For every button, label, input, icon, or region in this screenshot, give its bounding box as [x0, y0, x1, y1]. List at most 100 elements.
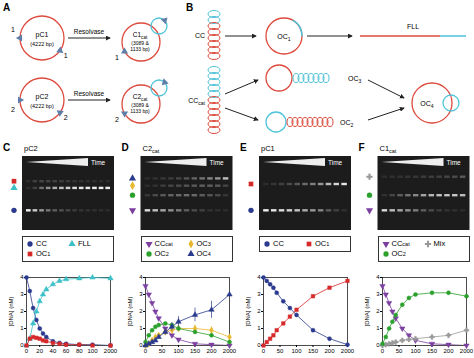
svg-text:2000: 2000: [222, 348, 236, 354]
svg-text:C1cat: C1cat: [133, 31, 148, 40]
svg-text:[DNA] (nM): [DNA] (nM): [126, 296, 132, 326]
svg-text:150: 150: [308, 348, 319, 354]
svg-text:200: 200: [443, 348, 454, 354]
svg-text:1: 1: [376, 325, 380, 331]
svg-text:0: 0: [20, 342, 24, 348]
svg-text:pC2: pC2: [36, 93, 49, 101]
svg-text:0: 0: [376, 342, 380, 348]
svg-text:Time: Time: [210, 159, 225, 166]
html-text:OC4: OC4: [196, 249, 211, 258]
svg-text:1: 1: [20, 325, 24, 331]
svg-text:Time: Time: [91, 159, 106, 166]
svg-text:200: 200: [206, 348, 217, 354]
svg-text:1133 bp): 1133 bp): [130, 108, 150, 114]
svg-text:50: 50: [158, 348, 165, 354]
svg-text:3: 3: [376, 291, 380, 297]
svg-text:50: 50: [277, 348, 284, 354]
svg-text:Resolvase: Resolvase: [74, 90, 105, 97]
svg-text:3: 3: [257, 291, 261, 297]
svg-text:(3089 &: (3089 &: [131, 40, 149, 46]
svg-text:2: 2: [139, 308, 143, 314]
svg-text:C1cat: C1cat: [380, 144, 397, 154]
svg-text:1: 1: [11, 26, 15, 33]
svg-text:150: 150: [189, 348, 200, 354]
svg-text:CCcat: CCcat: [188, 97, 205, 106]
svg-text:D: D: [122, 142, 129, 153]
svg-text:pC1: pC1: [261, 144, 275, 153]
svg-text:(4222 bp): (4222 bp): [30, 103, 54, 109]
svg-text:0: 0: [257, 342, 261, 348]
html-text:OC1: OC1: [36, 249, 51, 258]
svg-text:[DNA] (nM): [DNA] (nM): [8, 296, 14, 326]
svg-text:Time: Time: [447, 159, 462, 166]
svg-text:2: 2: [20, 308, 24, 314]
svg-text:OC1: OC1: [277, 33, 291, 42]
svg-text:[DNA] (nM): [DNA] (nM): [245, 296, 251, 326]
html-text:CCcat: CCcat: [154, 239, 173, 248]
svg-text:Time: Time: [328, 159, 343, 166]
html-text:FLL: FLL: [78, 239, 91, 248]
svg-text:50: 50: [395, 348, 402, 354]
html-text:OC2: OC2: [154, 249, 169, 258]
svg-text:0: 0: [139, 342, 143, 348]
svg-text:20: 20: [36, 348, 43, 354]
svg-text:4: 4: [139, 274, 143, 280]
svg-text:OC4: OC4: [420, 100, 434, 109]
svg-text:100: 100: [410, 348, 421, 354]
html-text:Mix: Mix: [433, 239, 446, 248]
svg-text:200: 200: [324, 348, 335, 354]
svg-text:2000: 2000: [459, 348, 473, 354]
svg-text:1: 1: [115, 54, 119, 61]
svg-text:C2cat: C2cat: [143, 144, 160, 154]
svg-text:0: 0: [25, 348, 29, 354]
svg-text:Resolvase: Resolvase: [74, 28, 105, 35]
svg-text:2: 2: [376, 308, 380, 314]
svg-text:80: 80: [76, 348, 83, 354]
svg-text:0: 0: [143, 347, 147, 354]
svg-text:0: 0: [262, 348, 266, 354]
svg-text:C2cat: C2cat: [133, 93, 148, 102]
svg-text:1: 1: [139, 325, 143, 331]
svg-text:150: 150: [426, 348, 437, 354]
svg-text:CC: CC: [195, 32, 205, 39]
svg-text:4: 4: [376, 274, 380, 280]
svg-text:FLL: FLL: [407, 23, 419, 30]
svg-text:2: 2: [11, 106, 15, 113]
svg-text:B: B: [186, 2, 193, 13]
svg-text:E: E: [240, 142, 247, 153]
svg-text:2: 2: [115, 116, 119, 123]
svg-text:pC2: pC2: [24, 144, 38, 153]
html-text:OC1: OC1: [315, 239, 330, 248]
html-text:OC3: OC3: [196, 239, 211, 248]
html-text:CC: CC: [36, 239, 47, 248]
svg-text:100: 100: [173, 348, 184, 354]
html-text:CCcat: CCcat: [391, 239, 410, 248]
svg-text:1: 1: [64, 52, 68, 59]
svg-text:F: F: [359, 142, 365, 153]
svg-text:1133 bp): 1133 bp): [130, 46, 150, 52]
svg-text:pC1: pC1: [36, 31, 49, 39]
svg-text:3: 3: [139, 291, 143, 297]
svg-text:[DNA] (nM): [DNA] (nM): [363, 296, 369, 326]
svg-text:2: 2: [257, 308, 261, 314]
svg-text:OC3: OC3: [348, 75, 362, 84]
svg-text:OC2: OC2: [340, 119, 354, 128]
svg-text:(4222 bp): (4222 bp): [30, 41, 54, 47]
svg-text:4: 4: [257, 274, 261, 280]
html-text:CC: CC: [273, 239, 284, 248]
svg-text:(3089 &: (3089 &: [131, 102, 149, 108]
svg-text:1: 1: [257, 325, 261, 331]
svg-text:100: 100: [291, 348, 302, 354]
svg-text:40: 40: [50, 348, 57, 354]
svg-text:2000: 2000: [104, 348, 118, 354]
svg-text:C: C: [3, 142, 10, 153]
svg-text:3: 3: [20, 291, 24, 297]
svg-text:0: 0: [380, 348, 384, 354]
svg-text:60: 60: [63, 348, 70, 354]
svg-text:2: 2: [64, 114, 68, 121]
svg-text:4: 4: [20, 274, 24, 280]
svg-text:A: A: [3, 2, 10, 13]
html-text:OC2: OC2: [391, 249, 406, 258]
svg-text:100: 100: [87, 348, 98, 354]
svg-text:2000: 2000: [341, 348, 355, 354]
